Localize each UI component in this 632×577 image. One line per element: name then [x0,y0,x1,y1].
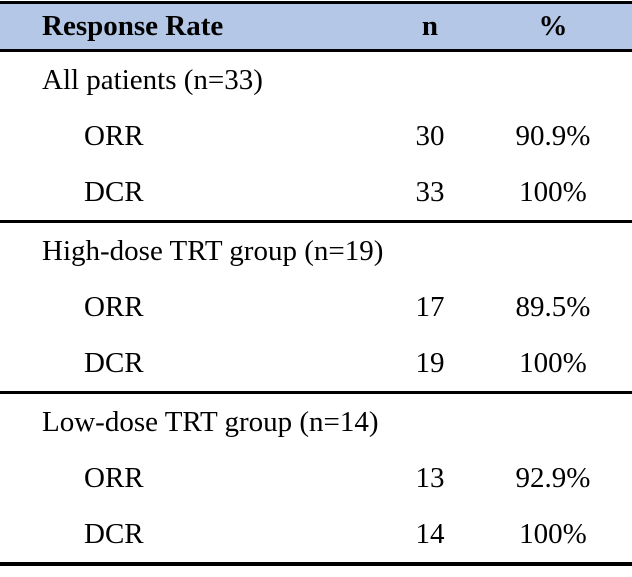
cell-n: 30 [415,119,445,152]
header-percent-column: % [538,10,568,42]
cell-n: 13 [415,461,445,494]
cell-pct: 90.9% [515,119,591,152]
cell-pct: 89.5% [515,290,591,323]
table-row: DCR 14 100% [0,506,632,562]
table-row: ORR 17 89.5% [0,279,632,335]
group-label: High-dose TRT group (n=19) [42,234,384,267]
row-label: ORR [84,290,144,323]
response-rate-table: Response Rate n % All patients (n=33) OR… [0,1,632,566]
table-row: ORR 30 90.9% [0,108,632,164]
table-header-row: Response Rate n % [0,4,632,52]
row-label: ORR [84,119,144,152]
row-label: DCR [84,175,144,208]
group-label: Low-dose TRT group (n=14) [42,405,379,438]
cell-pct: 100% [519,175,587,208]
cell-pct: 100% [519,346,587,379]
table-row: DCR 33 100% [0,164,632,220]
row-label: ORR [84,461,144,494]
table-row: DCR 19 100% [0,335,632,391]
cell-n: 14 [415,517,445,550]
group-label: All patients (n=33) [42,63,263,96]
section-all-patients: All patients (n=33) ORR 30 90.9% DCR 33 … [0,52,632,223]
table-row: ORR 13 92.9% [0,450,632,506]
group-header-row: High-dose TRT group (n=19) [0,223,632,279]
cell-pct: 92.9% [515,461,591,494]
cell-pct: 100% [519,517,587,550]
header-response-rate: Response Rate [42,10,224,42]
cell-n: 19 [415,346,445,379]
group-header-row: Low-dose TRT group (n=14) [0,394,632,450]
section-low-dose-trt: Low-dose TRT group (n=14) ORR 13 92.9% D… [0,394,632,562]
cell-n: 17 [415,290,445,323]
row-label: DCR [84,346,144,379]
row-label: DCR [84,517,144,550]
group-header-row: All patients (n=33) [0,52,632,108]
cell-n: 33 [415,175,445,208]
section-high-dose-trt: High-dose TRT group (n=19) ORR 17 89.5% … [0,223,632,394]
header-n-column: n [421,10,439,42]
